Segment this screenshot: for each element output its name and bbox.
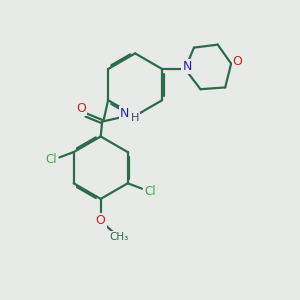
Text: N: N — [120, 107, 129, 120]
Text: O: O — [233, 56, 243, 68]
Text: Cl: Cl — [144, 184, 156, 197]
Text: O: O — [96, 214, 106, 227]
Text: Cl: Cl — [46, 153, 57, 166]
Text: CH₃: CH₃ — [109, 232, 128, 242]
Text: O: O — [76, 102, 86, 115]
Text: H: H — [131, 113, 139, 123]
Text: N: N — [182, 60, 192, 73]
